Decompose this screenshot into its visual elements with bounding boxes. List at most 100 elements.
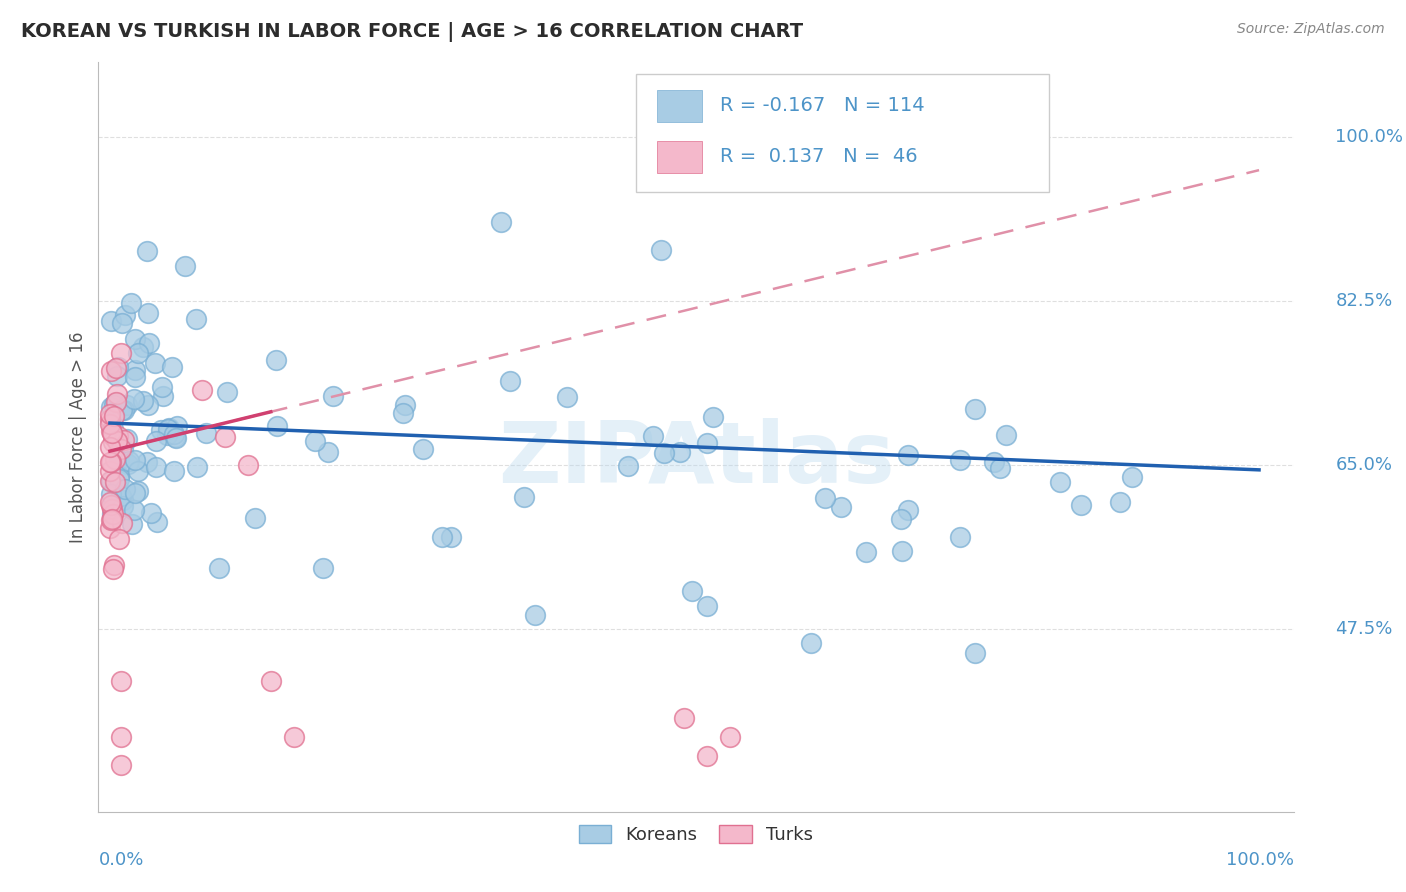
Point [115,432,138,446]
Point [513,490,536,504]
Point [105,395,128,409]
Point [897,503,920,517]
Point [112,499,135,513]
Point [98,407,121,421]
Point [312,561,335,575]
Point [136,306,159,320]
Point [98,412,121,426]
Point [696,599,718,613]
Point [103,398,125,412]
Point [430,530,453,544]
Point [949,530,972,544]
Point [131,340,153,354]
Point [156,428,179,442]
Point [115,398,138,412]
Point [702,409,724,424]
Point [112,434,135,448]
Point [111,402,134,417]
Point [98,440,121,454]
Point [103,558,125,572]
Point [696,748,718,763]
Point [965,646,987,660]
Point [814,491,837,505]
Point [1108,495,1130,509]
Point [316,445,339,459]
Point [107,369,129,384]
Text: 0.0%: 0.0% [98,851,143,869]
Point [100,455,122,469]
Point [994,428,1017,442]
Point [107,453,129,467]
Point [1070,498,1092,512]
Text: Source: ZipAtlas.com: Source: ZipAtlas.com [1237,22,1385,37]
Point [988,460,1011,475]
Point [643,428,665,442]
FancyBboxPatch shape [657,90,702,121]
Point [800,636,823,650]
Point [243,510,266,524]
Point [890,512,912,526]
Point [117,457,139,471]
Point [124,333,146,347]
Text: 65.0%: 65.0% [1336,456,1392,475]
Point [101,508,124,522]
Point [105,361,128,376]
Point [110,730,132,744]
Point [392,406,415,420]
Point [122,503,145,517]
Point [166,418,188,433]
Point [110,673,132,688]
Point [103,409,125,424]
Point [100,363,122,377]
Point [100,474,122,488]
Point [107,428,129,442]
Point [141,506,163,520]
Point [101,501,124,516]
Point [100,513,122,527]
Point [963,401,986,416]
Text: 100.0%: 100.0% [1336,128,1403,146]
Point [394,398,416,412]
Point [100,424,122,438]
Point [108,532,131,546]
Point [111,316,134,330]
Point [117,454,139,468]
Point [105,434,128,449]
Text: ZIPAtlas: ZIPAtlas [498,418,894,501]
Point [111,516,134,531]
Point [98,464,121,478]
Point [157,421,180,435]
Point [186,459,208,474]
Point [668,445,690,459]
Point [266,419,288,434]
Point [145,434,167,449]
Y-axis label: In Labor Force | Age > 16: In Labor Force | Age > 16 [69,331,87,543]
Point [949,453,972,467]
Text: R =  0.137   N =  46: R = 0.137 N = 46 [720,147,918,166]
Point [101,428,124,442]
Point [208,561,231,575]
Point [165,432,187,446]
Point [135,244,157,258]
Point [173,259,195,273]
Point [135,455,157,469]
Point [616,458,638,473]
Point [146,515,169,529]
Point [157,422,180,436]
Point [107,359,129,374]
Point [107,469,129,483]
Point [122,392,145,406]
Point [236,458,259,473]
Point [127,484,149,499]
Point [136,398,159,412]
Point [100,417,122,431]
Legend: Koreans, Turks: Koreans, Turks [571,818,821,851]
Point [165,430,187,444]
Point [105,386,128,401]
Point [673,711,696,725]
Point [101,435,124,450]
Point [104,475,127,489]
Point [1049,475,1071,489]
Point [143,356,166,370]
Point [696,435,718,450]
